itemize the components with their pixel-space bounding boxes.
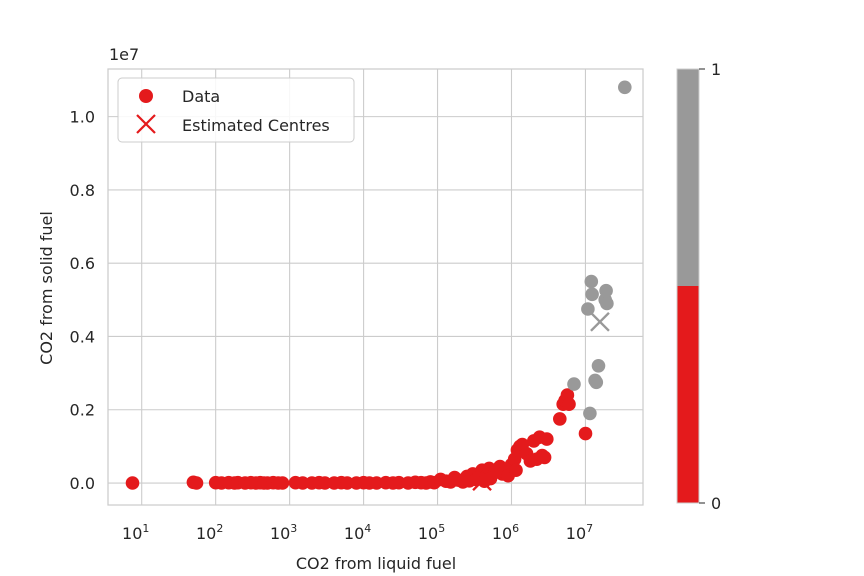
data-point (189, 476, 204, 490)
x-tick-exponent: 5 (438, 522, 445, 535)
y-tick-label: 0.4 (70, 327, 95, 346)
centre-marker (472, 471, 492, 492)
data-point (591, 359, 606, 373)
y-axis-label: CO2 from solid fuel (37, 211, 56, 365)
y-tick-label: 1.0 (70, 108, 95, 127)
data-point (581, 302, 595, 316)
y-tick-label: 0.2 (70, 401, 95, 420)
data-point (599, 283, 613, 298)
y-tick-label: 0.0 (70, 474, 95, 493)
colorbar: 01 (676, 60, 721, 513)
centre-stroke (590, 311, 610, 332)
centre-stroke (472, 471, 492, 492)
x-tick-label: 101 (122, 522, 149, 543)
x-tick-label: 103 (270, 522, 297, 543)
x-tick-base: 10 (122, 524, 142, 543)
data-point (537, 450, 552, 465)
x-tick-label: 106 (492, 522, 519, 543)
legend-frame (117, 77, 355, 143)
x-tick-base: 10 (344, 524, 364, 543)
data-point (589, 375, 604, 390)
data-point (553, 412, 567, 426)
data-point (600, 296, 614, 311)
data-point (584, 274, 599, 289)
y-tick-label: 0.8 (70, 181, 95, 200)
legend-data-label: Data (182, 87, 220, 106)
data-point (567, 377, 581, 391)
legend: Data Estimated Centres (117, 77, 355, 143)
legend-centre-label: Estimated Centres (182, 116, 330, 135)
data-point (540, 432, 554, 446)
data-point (585, 287, 599, 302)
colorbar-segment-0 (677, 286, 699, 503)
x-tick-base: 10 (492, 524, 512, 543)
x-tick-label: 104 (344, 522, 371, 543)
legend-data-marker (139, 89, 153, 103)
colorbar-tick-label: 1 (711, 60, 721, 79)
colorbar-tick-label: 0 (711, 494, 721, 513)
x-tick-exponent: 1 (142, 522, 149, 535)
y-tick-label: 0.6 (70, 254, 95, 273)
colorbar-frame (676, 68, 700, 504)
y-offset-label: 1e7 (109, 45, 139, 64)
x-tick-base: 10 (196, 524, 216, 543)
data-point (125, 476, 140, 490)
x-tick-exponent: 6 (512, 522, 519, 535)
estimated-centres (472, 311, 610, 492)
colorbar-segment-1 (677, 69, 699, 286)
centre-marker (590, 311, 610, 332)
x-tick-exponent: 4 (364, 522, 371, 535)
data-point (318, 476, 332, 490)
x-tick-label: 102 (196, 522, 223, 543)
x-tick-exponent: 3 (290, 522, 297, 535)
x-tick-base: 10 (418, 524, 438, 543)
data-point (562, 397, 576, 412)
data-point (578, 426, 593, 441)
data-point (583, 406, 597, 421)
legend-centre-marker (136, 114, 156, 134)
x-tick-label: 107 (566, 522, 593, 543)
data-point (509, 463, 523, 478)
data-point (618, 80, 632, 95)
plot-frame (107, 68, 644, 506)
data-point (275, 476, 290, 490)
data-points (125, 80, 632, 490)
x-axis-label: CO2 from liquid fuel (296, 554, 456, 573)
x-tick-base: 10 (566, 524, 586, 543)
x-tick-label: 105 (418, 522, 445, 543)
x-tick-exponent: 2 (216, 522, 223, 535)
x-tick-base: 10 (270, 524, 290, 543)
x-tick-exponent: 7 (586, 522, 593, 535)
